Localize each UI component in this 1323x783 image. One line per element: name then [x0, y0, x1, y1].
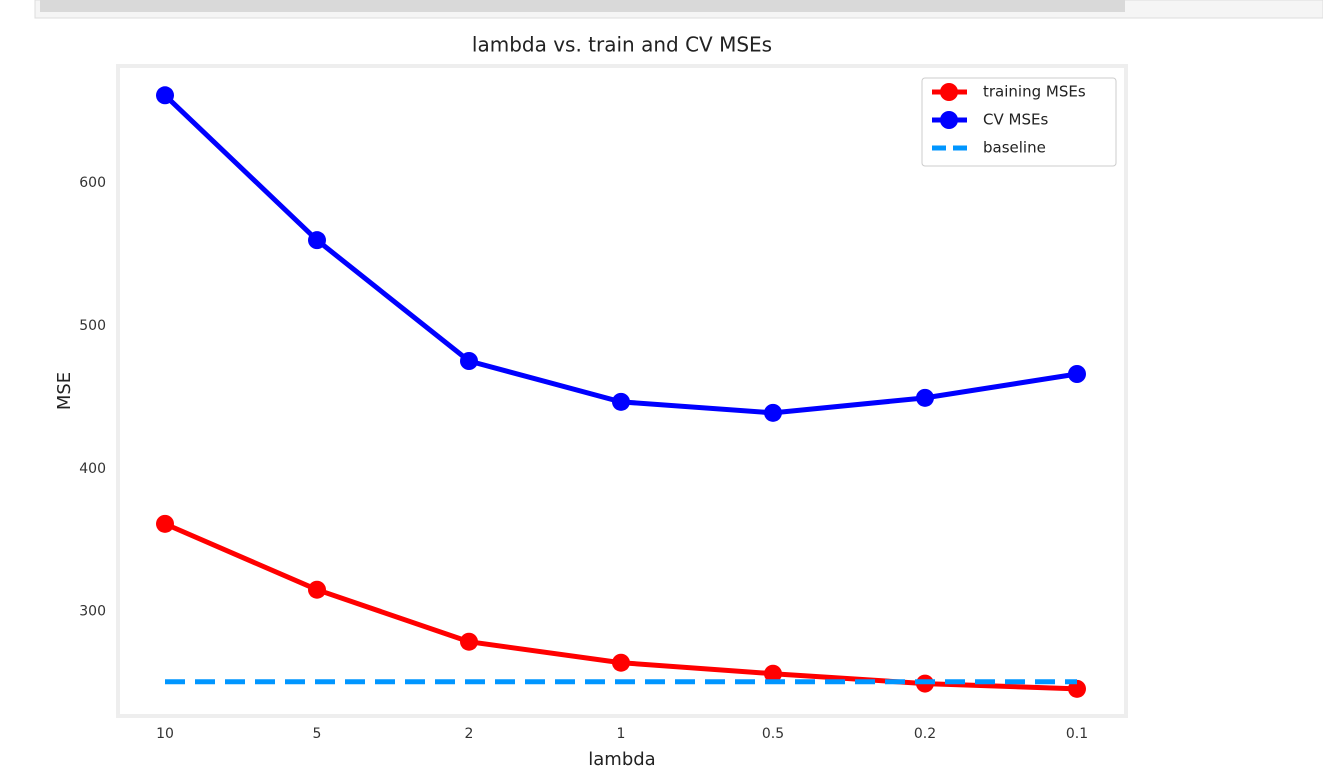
- point: [1068, 365, 1086, 383]
- point: [916, 388, 934, 407]
- legend-label: training MSEs: [983, 83, 1086, 101]
- point: [460, 632, 478, 651]
- x-tick-label: 5: [313, 726, 322, 742]
- point: [764, 664, 782, 683]
- x-tick-label: 2: [465, 726, 474, 742]
- point: [612, 653, 630, 672]
- x-axis-label: lambda: [588, 749, 655, 770]
- legend-label: baseline: [983, 139, 1046, 157]
- point: [460, 352, 478, 370]
- point: [1068, 679, 1086, 698]
- x-tick-label: 1: [617, 726, 626, 742]
- point: [612, 392, 630, 411]
- legend-marker: [940, 83, 958, 101]
- y-tick-label: 600: [79, 175, 106, 191]
- y-axis-label: MSE: [54, 372, 75, 410]
- point: [156, 514, 174, 533]
- chart-title: lambda vs. train and CV MSEs: [472, 33, 772, 57]
- point: [308, 580, 326, 599]
- point: [308, 231, 326, 250]
- x-tick-label: 0.2: [914, 726, 936, 742]
- legend-box: [921, 77, 1117, 167]
- y-tick-label: 500: [79, 318, 106, 334]
- y-tick-label: 400: [79, 461, 106, 477]
- code-line-highlight: [40, 0, 1125, 12]
- x-tick-label: 0.5: [762, 726, 784, 742]
- legend-label: CV MSEs: [983, 111, 1048, 129]
- point: [156, 86, 174, 105]
- x-tick-label: 10: [156, 726, 174, 742]
- x-tick-label: 0.1: [1066, 726, 1088, 742]
- legend-marker: [940, 111, 958, 129]
- y-tick-label: 300: [79, 604, 106, 620]
- point: [764, 403, 782, 422]
